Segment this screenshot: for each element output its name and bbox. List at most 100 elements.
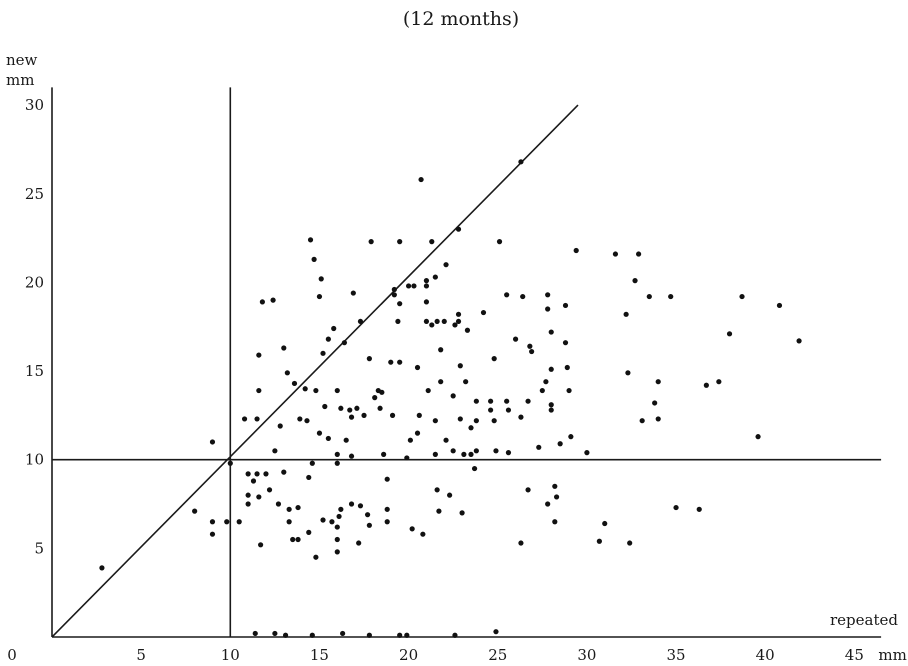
data-point: [545, 292, 551, 298]
data-point: [259, 299, 265, 305]
data-point: [282, 632, 289, 638]
data-point: [436, 508, 442, 514]
data-point: [488, 407, 494, 413]
data-point: [281, 345, 287, 351]
data-point: [548, 329, 554, 335]
data-point: [406, 283, 412, 289]
data-point: [192, 508, 198, 514]
data-point: [420, 531, 426, 537]
data-point: [366, 632, 372, 638]
data-point: [245, 471, 251, 477]
data-point: [452, 322, 458, 328]
data-point: [504, 292, 510, 298]
data-point: [334, 387, 340, 394]
data-point: [505, 450, 512, 456]
data-point: [525, 398, 531, 404]
data-point: [480, 309, 487, 316]
data-point: [432, 451, 438, 457]
data-point: [309, 460, 315, 466]
data-point: [423, 278, 430, 284]
data-point: [341, 340, 348, 346]
data-point: [290, 536, 296, 543]
data-point: [381, 451, 387, 457]
data-point: [313, 554, 319, 560]
data-point: [340, 630, 346, 637]
data-point: [429, 322, 435, 328]
data-point: [357, 318, 364, 325]
data-point: [416, 412, 422, 418]
x-tick-label: 45: [845, 646, 864, 664]
x-tick-label: 40: [756, 646, 775, 664]
data-point: [527, 343, 533, 349]
data-point: [473, 398, 479, 404]
y-tick-label: 10: [25, 451, 44, 469]
data-point: [512, 336, 519, 342]
data-point: [545, 306, 551, 312]
data-point: [354, 405, 360, 411]
data-point: [256, 387, 262, 394]
data-point: [438, 347, 444, 353]
data-point: [443, 437, 449, 443]
data-point: [703, 382, 709, 388]
data-point: [209, 519, 216, 525]
data-point: [306, 529, 312, 535]
data-point: [357, 503, 364, 509]
data-point: [739, 293, 745, 300]
data-point: [493, 448, 499, 454]
data-point: [529, 348, 535, 355]
data-point: [368, 239, 374, 245]
data-point: [468, 425, 474, 431]
data-point: [505, 407, 512, 413]
diagonal-reference-line: [51, 104, 579, 638]
data-point: [348, 414, 355, 420]
data-point: [612, 251, 619, 257]
data-point: [291, 380, 298, 387]
data-point: [397, 632, 403, 638]
data-point: [776, 302, 783, 309]
x-axis-unit: mm: [878, 646, 906, 664]
data-point: [322, 403, 328, 410]
data-point: [488, 398, 494, 404]
data-point: [564, 364, 570, 371]
data-point: [455, 226, 462, 232]
data-point: [275, 501, 282, 507]
data-point: [552, 519, 558, 525]
data-point: [673, 504, 679, 511]
data-point: [348, 501, 355, 507]
data-point: [318, 276, 324, 282]
data-point: [623, 311, 629, 317]
data-point: [391, 286, 397, 293]
data-point: [452, 632, 458, 638]
y-tick-label: 15: [25, 362, 44, 380]
data-point: [562, 340, 569, 346]
data-point: [316, 430, 323, 436]
data-point: [350, 290, 356, 296]
data-point: [366, 522, 372, 528]
data-point: [266, 487, 273, 493]
data-point: [471, 465, 478, 472]
data-point: [245, 492, 251, 498]
data-point: [463, 379, 469, 385]
data-point: [468, 451, 474, 457]
data-point: [443, 262, 449, 268]
data-point: [584, 450, 590, 456]
data-point: [286, 506, 292, 512]
data-point: [455, 311, 462, 317]
data-point: [407, 437, 413, 443]
y-tick-label: 30: [25, 96, 44, 114]
axes: [51, 87, 882, 638]
data-point: [311, 256, 317, 262]
x-tick-label: 30: [577, 646, 596, 664]
data-point: [397, 359, 403, 365]
data-point: [473, 448, 479, 454]
data-point: [295, 536, 301, 543]
x-tick-label: 20: [399, 646, 418, 664]
data-point: [334, 451, 340, 457]
data-point: [309, 632, 315, 638]
data-point: [625, 370, 631, 376]
data-point: [562, 302, 569, 309]
data-point: [302, 386, 308, 392]
data-point: [459, 510, 465, 516]
data-point: [423, 283, 430, 289]
data-point: [457, 363, 463, 369]
